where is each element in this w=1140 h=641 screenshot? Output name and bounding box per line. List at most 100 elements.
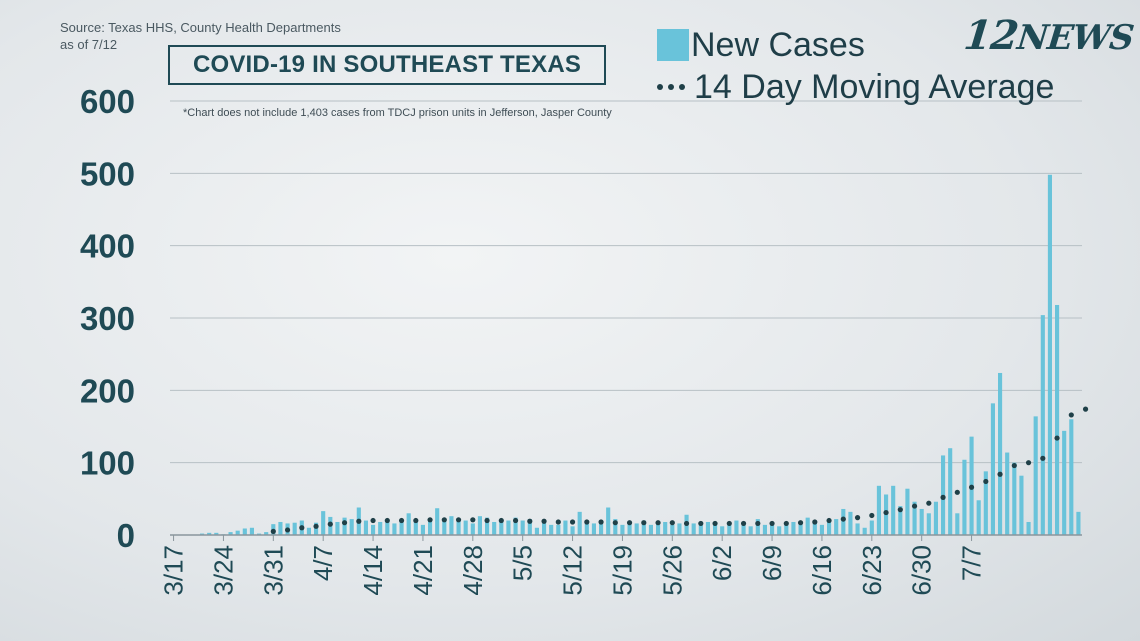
bar-new-cases <box>834 519 839 535</box>
moving-average-point <box>683 520 690 527</box>
moving-average-point <box>826 517 832 524</box>
bar-new-cases <box>292 522 297 535</box>
moving-average-point <box>356 518 362 524</box>
bar-new-cases <box>1033 416 1038 535</box>
moving-average-point <box>441 517 447 523</box>
bar-new-cases <box>905 488 910 535</box>
bar-new-cases <box>798 523 803 535</box>
source-note: Source: Texas HHS, County Health Departm… <box>60 19 341 53</box>
bar-new-cases <box>720 526 725 535</box>
moving-average-point <box>341 520 348 526</box>
moving-average-point <box>1040 455 1046 461</box>
bar-new-cases <box>278 521 283 535</box>
bar-new-cases <box>1047 174 1052 535</box>
x-tick-label: 5/26 <box>657 545 687 596</box>
bar-new-cases <box>249 527 254 535</box>
legend-dots-icon <box>657 84 687 90</box>
bar-new-cases <box>449 516 454 535</box>
x-tick-label: 5/5 <box>508 545 538 581</box>
moving-average-point <box>869 512 875 519</box>
moving-average-point <box>299 525 305 531</box>
moving-average-point <box>926 500 932 506</box>
moving-average-point <box>854 515 861 521</box>
as-of-date: as of 7/12 <box>60 37 118 52</box>
bar-new-cases <box>812 520 817 535</box>
x-axis-ticks: 3/17 3/24 3/31 4/7 4/14 4/21 4/28 5/5 5/12 5/19 5/… <box>159 535 987 596</box>
moving-average-point <box>598 519 604 525</box>
moving-average-point <box>983 478 989 485</box>
bar-new-cases <box>463 520 468 535</box>
bar-new-cases <box>1062 430 1067 535</box>
bar-new-cases <box>1040 315 1045 535</box>
bar-new-cases <box>1005 452 1010 535</box>
moving-average-point <box>555 519 561 525</box>
y-tick-label: 100 <box>80 445 135 482</box>
bar-new-cases <box>962 459 967 535</box>
bar-new-cases <box>492 521 497 535</box>
x-tick-label: 6/16 <box>807 545 837 596</box>
moving-average-point <box>1054 435 1060 441</box>
bar-new-cases <box>862 527 867 535</box>
bar-new-cases <box>976 500 981 535</box>
bar-new-cases <box>819 524 824 535</box>
bar-new-cases <box>584 520 589 535</box>
bar-new-cases <box>855 523 860 535</box>
x-tick-label: 4/28 <box>458 545 488 596</box>
bar-new-cases <box>591 523 596 535</box>
moving-average-point <box>370 517 376 524</box>
bar-new-cases <box>926 513 931 535</box>
moving-average-point <box>484 517 490 524</box>
bar-new-cases <box>741 524 746 535</box>
bar-new-cases <box>392 523 397 535</box>
bar-new-cases <box>784 523 789 535</box>
bar-new-cases <box>990 403 995 535</box>
moving-average-point <box>1011 462 1017 469</box>
moving-average-point <box>968 484 975 490</box>
bar-new-cases <box>1012 462 1017 535</box>
station-logo: 12NEWS <box>961 12 1136 59</box>
legend-moving-average: 14 Day Moving Average <box>657 66 1054 108</box>
bar-new-cases <box>770 521 775 535</box>
x-tick-label: 6/23 <box>857 545 887 596</box>
legend: New Cases 14 Day Moving Average <box>657 24 1054 108</box>
moving-average-point <box>726 520 732 527</box>
bar-new-cases <box>670 524 675 535</box>
bar-new-cases <box>955 513 960 535</box>
bar-new-cases <box>513 517 518 535</box>
moving-average-point <box>883 509 889 516</box>
bar-new-cases <box>214 532 219 535</box>
bar-new-cases <box>321 511 326 535</box>
bar-new-cases <box>456 519 461 535</box>
chart-footnote: *Chart does not include 1,403 cases from… <box>183 107 612 119</box>
bar-new-cases <box>527 519 532 535</box>
bar-new-cases <box>983 471 988 535</box>
bar-new-cases <box>428 520 433 535</box>
bar-new-cases <box>755 519 760 535</box>
bar-new-cases <box>363 520 368 535</box>
bar-new-cases <box>656 523 661 535</box>
moving-average-point <box>698 520 704 527</box>
moving-average-point <box>1025 460 1032 466</box>
bar-new-cases <box>634 523 639 535</box>
y-tick-label: 300 <box>80 300 135 337</box>
y-tick-label: 0 <box>117 517 135 554</box>
x-tick-label: 4/14 <box>358 545 388 596</box>
moving-average-point <box>641 520 647 526</box>
moving-average-point <box>398 517 405 524</box>
bar-new-cases <box>1076 511 1081 535</box>
moving-average-point <box>569 519 576 525</box>
x-tick-label: 4/21 <box>408 545 438 596</box>
moving-average-point <box>911 503 918 509</box>
bar-new-cases <box>705 521 710 535</box>
bar-new-cases <box>435 508 440 535</box>
moving-average-point <box>384 517 390 524</box>
bar-new-cases <box>1026 521 1031 535</box>
moving-average-point <box>313 523 319 529</box>
bar-new-cases <box>998 372 1003 535</box>
bar-new-cases <box>207 532 212 535</box>
x-tick-label: 5/19 <box>607 545 637 596</box>
moving-average-point <box>783 520 789 527</box>
x-tick-label: 4/7 <box>308 545 338 581</box>
moving-average-point <box>769 520 775 527</box>
